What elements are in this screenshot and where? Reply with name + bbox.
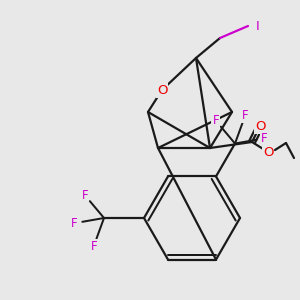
Text: O: O <box>263 146 273 158</box>
Text: F: F <box>212 114 219 127</box>
Text: F: F <box>90 240 97 253</box>
Text: F: F <box>71 217 78 230</box>
Text: O: O <box>255 119 265 133</box>
Text: I: I <box>256 20 260 32</box>
Text: F: F <box>261 132 268 145</box>
Text: F: F <box>81 188 88 202</box>
Text: F: F <box>242 109 249 122</box>
Text: O: O <box>157 83 167 97</box>
